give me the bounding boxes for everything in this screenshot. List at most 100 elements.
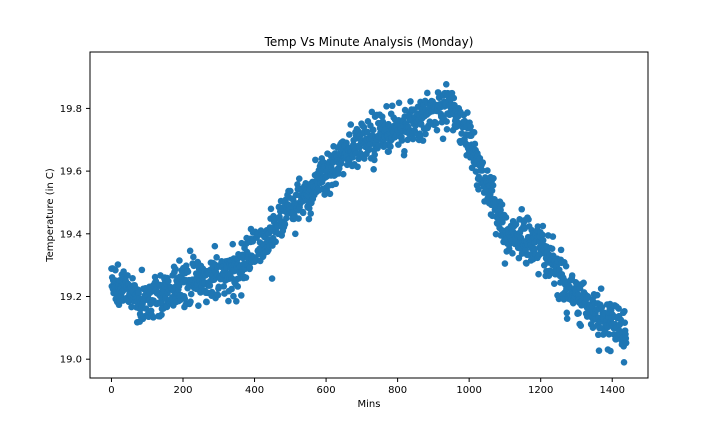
data-point: [172, 265, 179, 273]
data-point: [283, 214, 290, 222]
plot-area-frame: [89, 51, 649, 379]
data-point: [195, 302, 202, 309]
data-point: [615, 305, 622, 312]
data-point: [287, 187, 294, 195]
data-point: [563, 315, 571, 322]
data-point: [597, 285, 605, 292]
data-point: [142, 305, 150, 312]
data-point: [443, 126, 451, 133]
data-point: [432, 120, 440, 127]
data-point: [539, 236, 547, 244]
data-point: [238, 292, 245, 299]
data-point: [387, 143, 394, 150]
data-point: [383, 102, 390, 110]
data-point: [464, 109, 471, 116]
data-point: [518, 205, 526, 213]
data-point: [439, 135, 447, 143]
data-point: [299, 209, 307, 217]
y-tick-label: 19.0: [60, 355, 82, 366]
data-point: [443, 118, 450, 125]
data-point: [176, 257, 183, 264]
data-point: [129, 274, 136, 282]
data-point: [267, 205, 275, 213]
data-point: [497, 206, 504, 214]
data-point: [208, 288, 216, 296]
data-point: [375, 142, 382, 149]
data-point: [326, 190, 334, 198]
data-point: [401, 106, 409, 114]
data-point: [225, 297, 232, 305]
data-point: [534, 223, 542, 230]
data-point: [234, 283, 242, 290]
data-point: [442, 81, 450, 88]
data-point: [281, 221, 289, 228]
data-point: [339, 170, 347, 178]
x-tick-label: 1000: [456, 385, 481, 396]
data-point: [292, 230, 299, 238]
data-point: [470, 129, 478, 136]
y-tick-label: 19.2: [60, 292, 82, 303]
data-point: [605, 331, 613, 338]
y-tick-label: 19.4: [60, 229, 82, 240]
data-point: [490, 175, 497, 182]
data-point: [364, 128, 371, 136]
data-point: [305, 204, 313, 212]
data-point: [594, 331, 602, 339]
data-point: [165, 277, 172, 285]
y-tick-label: 19.6: [60, 167, 82, 178]
data-points-layer: [108, 81, 630, 366]
data-point: [411, 127, 419, 135]
data-point: [419, 137, 427, 144]
data-point: [555, 295, 563, 303]
data-point: [479, 167, 486, 174]
x-tick-label: 1400: [600, 385, 625, 396]
data-point: [388, 102, 396, 110]
x-tick-label: 600: [317, 385, 336, 396]
data-point: [138, 266, 146, 274]
data-point: [150, 314, 157, 321]
data-point: [395, 99, 403, 107]
data-point: [577, 322, 585, 330]
data-point: [621, 307, 628, 315]
data-point: [272, 238, 279, 246]
y-axis-label: Temperature (in C): [45, 168, 56, 263]
data-point: [568, 272, 576, 279]
data-point: [214, 291, 222, 299]
data-point: [211, 242, 219, 250]
data-point: [307, 210, 315, 217]
data-point: [498, 201, 506, 208]
data-point: [622, 339, 630, 347]
x-tick-label: 200: [173, 385, 192, 396]
x-axis-label: Mins: [358, 399, 381, 410]
x-tick-label: 0: [108, 385, 114, 396]
y-axis-ticks: 19.0 19.2 19.4 19.6 19.8: [60, 104, 90, 366]
data-point: [404, 136, 411, 144]
data-point: [409, 135, 417, 143]
data-point: [467, 123, 474, 130]
data-point: [354, 163, 361, 171]
data-point: [471, 140, 479, 148]
data-point: [305, 215, 313, 223]
data-point: [502, 214, 510, 221]
data-point: [557, 246, 565, 254]
data-point: [368, 108, 376, 116]
data-point: [539, 222, 547, 230]
data-point: [203, 298, 210, 306]
data-point: [370, 166, 377, 173]
data-point: [347, 121, 355, 128]
data-point: [515, 254, 523, 262]
data-point: [230, 292, 237, 300]
data-point: [621, 319, 629, 326]
data-point: [346, 131, 353, 138]
data-point: [213, 254, 220, 261]
data-point: [424, 89, 431, 97]
data-point: [479, 159, 487, 166]
data-point: [114, 261, 122, 268]
data-point: [620, 359, 628, 366]
data-point: [580, 279, 587, 287]
x-tick-label: 400: [245, 385, 264, 396]
data-point: [435, 89, 442, 97]
data-point: [220, 283, 228, 290]
